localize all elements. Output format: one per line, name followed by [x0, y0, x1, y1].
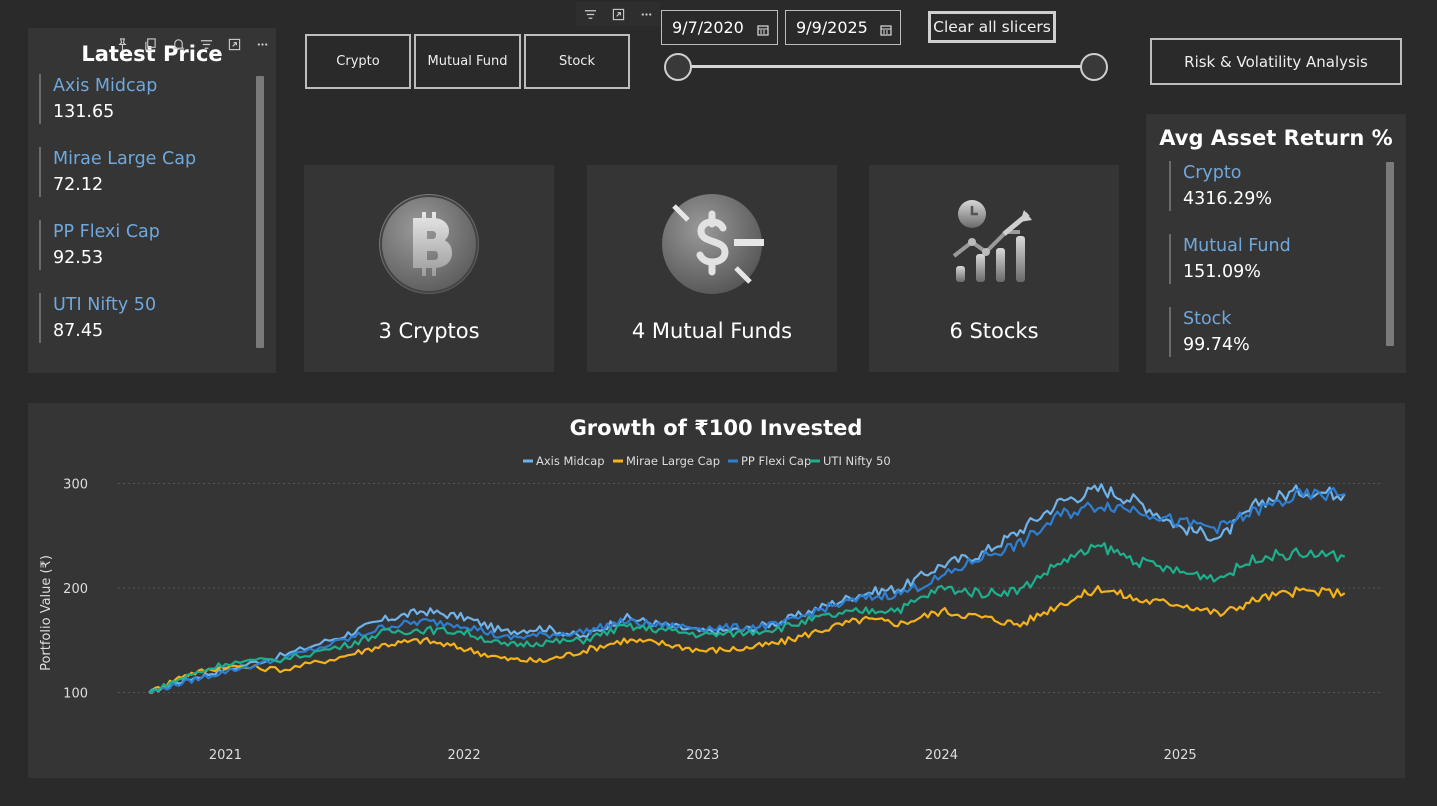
more-options-icon[interactable] [248, 34, 276, 54]
legend-item[interactable]: Mirae Large Cap [613, 454, 720, 468]
bell-icon[interactable] [164, 34, 192, 54]
legend-label: Axis Midcap [536, 454, 605, 468]
fund-price: 87.45 [53, 321, 104, 341]
series-line-uti-nifty-50[interactable] [148, 542, 1346, 694]
list-item: PP Flexi Cap 92.53 [39, 220, 254, 270]
x-tick-label: 2021 [209, 748, 242, 763]
kpi-card-mutual-fund: 4 Mutual Funds [587, 165, 837, 372]
avg-asset-return-card: Avg Asset Return % Crypto 4316.29% Mutua… [1146, 114, 1406, 373]
kpi-label: 6 Stocks [949, 319, 1039, 343]
latest-price-card: Latest Price Axis Midcap 131.65 Mirae La… [28, 28, 276, 373]
end-date-value: 9/9/2025 [796, 18, 868, 37]
y-tick-label: 200 [63, 582, 88, 597]
chart-legend: Axis Midcap Mirae Large Cap PP Flexi Cap UT… [523, 454, 891, 468]
kpi-card-stock: 6 Stocks [869, 165, 1119, 372]
date-range-start-handle[interactable] [664, 53, 692, 81]
slicer-stock-button[interactable]: Stock [524, 34, 630, 89]
start-date-value: 9/7/2020 [672, 18, 744, 37]
list-item: Stock 99.74% [1169, 307, 1384, 357]
list-item: Mirae Large Cap 72.12 [39, 147, 254, 197]
fund-name: Mirae Large Cap [53, 149, 197, 169]
chart-gridlines [118, 482, 1383, 694]
legend-label: PP Flexi Cap [741, 454, 811, 468]
asset-class-name: Mutual Fund [1183, 236, 1291, 256]
y-tick-label: 300 [63, 477, 88, 492]
series-line-pp-flexi-cap[interactable] [148, 487, 1346, 694]
chart-series [148, 483, 1346, 694]
legend-label: Mirae Large Cap [626, 454, 720, 468]
list-item: Mutual Fund 151.09% [1169, 234, 1384, 284]
y-tick-label: 100 [63, 687, 88, 702]
kpi-label: 3 Cryptos [378, 319, 480, 343]
kpi-card-crypto: 3 Cryptos [304, 165, 554, 372]
focus-mode-icon[interactable] [604, 2, 632, 26]
end-date-input[interactable]: 9/9/2025 [785, 10, 901, 45]
dollar-coin-icon [662, 194, 764, 294]
fund-price: 72.12 [53, 175, 104, 195]
calendar-icon[interactable] [757, 21, 769, 40]
asset-class-name: Stock [1183, 309, 1232, 329]
date-range-end-handle[interactable] [1080, 53, 1108, 81]
series-line-axis-midcap[interactable] [148, 483, 1346, 694]
x-tick-label: 2024 [925, 748, 958, 763]
focus-mode-icon[interactable] [220, 34, 248, 54]
x-tick-label: 2023 [686, 748, 719, 763]
stock-growth-icon [952, 200, 1032, 282]
visual-header [108, 34, 276, 54]
kpi-label: 4 Mutual Funds [631, 319, 793, 343]
latest-price-title: Latest Price [81, 42, 223, 66]
calendar-icon[interactable] [880, 21, 892, 40]
legend-item[interactable]: PP Flexi Cap [728, 454, 811, 468]
fund-name: PP Flexi Cap [53, 222, 160, 242]
risk-volatility-analysis-button[interactable]: Risk & Volatility Analysis [1150, 38, 1402, 85]
legend-item[interactable]: UTI Nifty 50 [810, 454, 891, 468]
bitcoin-icon [379, 194, 479, 294]
date-range-track[interactable] [678, 65, 1094, 68]
fund-name: UTI Nifty 50 [53, 295, 157, 315]
pin-icon[interactable] [108, 34, 136, 54]
asset-class-return: 99.74% [1183, 335, 1250, 355]
growth-chart: Growth of ₹100 Invested Axis Midcap Mirae… [39, 416, 1383, 763]
latest-price-scrollbar[interactable] [256, 76, 264, 348]
y-axis-label: Portfolio Value (₹) [39, 555, 54, 671]
slicer-crypto-button[interactable]: Crypto [305, 34, 411, 89]
filter-icon[interactable] [192, 34, 220, 54]
series-line-mirae-large-cap[interactable] [148, 585, 1346, 694]
list-item: Crypto 4316.29% [1169, 161, 1384, 211]
avg-return-list: Crypto 4316.29% Mutual Fund 151.09% Stoc… [1169, 161, 1384, 380]
slicer-mutual-fund-button[interactable]: Mutual Fund [414, 34, 521, 89]
fund-price: 131.65 [53, 102, 115, 122]
legend-item[interactable]: Axis Midcap [523, 454, 605, 468]
y-axis-ticks: 100 200 300 [63, 477, 88, 701]
x-tick-label: 2022 [448, 748, 481, 763]
x-tick-label: 2025 [1164, 748, 1197, 763]
list-item: Axis Midcap 131.65 [39, 74, 254, 124]
asset-class-return: 151.09% [1183, 262, 1261, 282]
legend-label: UTI Nifty 50 [823, 454, 891, 468]
asset-class-return: 4316.29% [1183, 189, 1272, 209]
growth-chart-card: Growth of ₹100 Invested Axis Midcap Mirae… [28, 403, 1405, 778]
x-axis-ticks: 2021 2022 2023 2024 2025 [209, 748, 1197, 763]
chart-title: Growth of ₹100 Invested [570, 416, 863, 440]
clear-all-slicers-button[interactable]: Clear all slicers [928, 11, 1056, 43]
start-date-input[interactable]: 9/7/2020 [661, 10, 778, 45]
latest-price-list: Axis Midcap 131.65 Mirae Large Cap 72.12… [39, 74, 254, 366]
copy-icon[interactable] [136, 34, 164, 54]
avg-return-scrollbar[interactable] [1386, 162, 1394, 346]
fund-price: 92.53 [53, 248, 104, 268]
more-options-icon[interactable] [632, 2, 660, 26]
avg-asset-return-title: Avg Asset Return % [1159, 126, 1393, 150]
date-slicer-header [576, 2, 660, 26]
fund-name: Axis Midcap [53, 76, 158, 96]
filter-icon[interactable] [576, 2, 604, 26]
list-item: UTI Nifty 50 87.45 [39, 293, 254, 343]
asset-class-name: Crypto [1183, 163, 1242, 183]
